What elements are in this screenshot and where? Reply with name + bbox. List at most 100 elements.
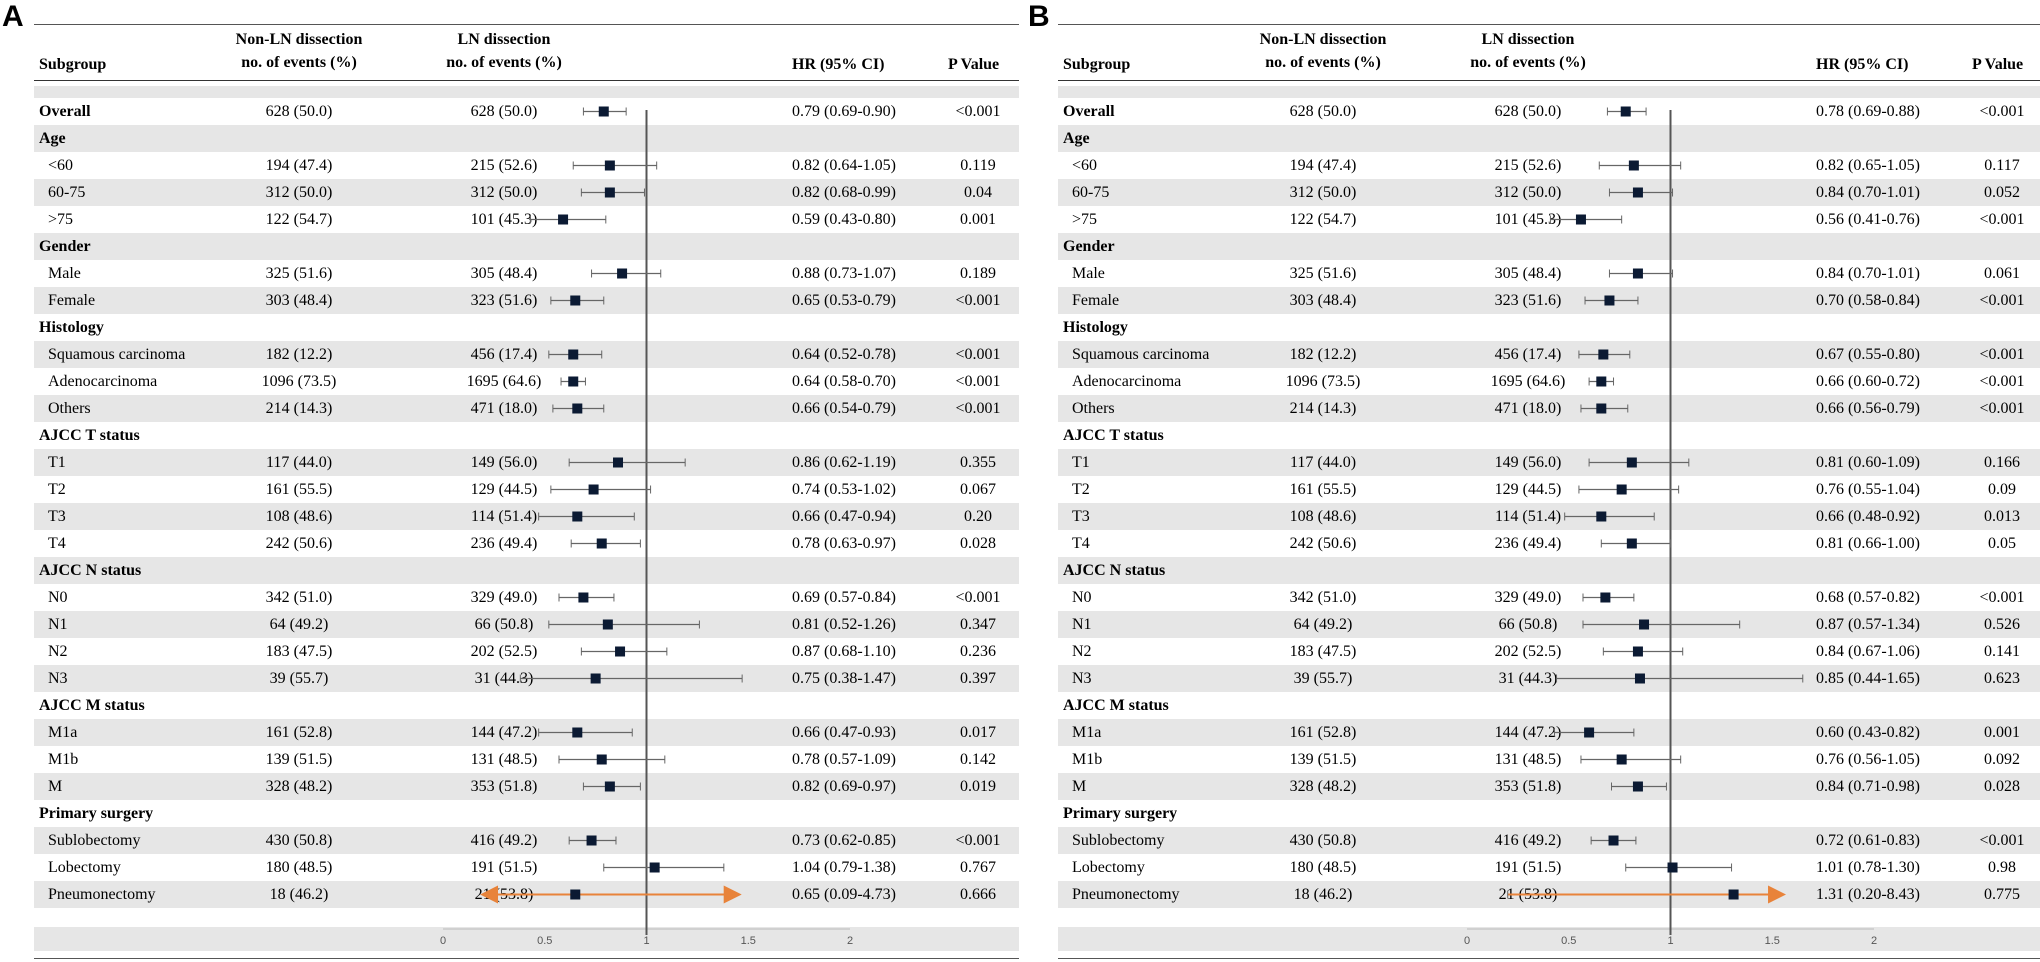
- p-value: 0.347: [960, 616, 996, 633]
- ln-events: 66 (50.8): [474, 616, 534, 633]
- header-subgroup: Subgroup: [1063, 56, 1131, 73]
- x-tick-label: 0: [1464, 935, 1470, 947]
- hr-ci-text: 0.87 (0.68-1.10): [792, 643, 896, 660]
- row-label: Overall: [1063, 103, 1115, 120]
- subgroup-row: Others 214 (14.3) 471 (18.0) 0.66 (0.56-0.7…: [1058, 395, 2040, 422]
- subgroup-row: >75 122 (54.7) 101 (45.3) 0.56 (0.41-0.76) <…: [1058, 206, 2040, 233]
- hr-ci-text: 0.66 (0.48-0.92): [1816, 508, 1920, 525]
- hr-ci-text: 0.66 (0.47-0.93): [792, 724, 896, 741]
- subgroup-row: Male 325 (51.6) 305 (48.4) 0.84 (0.70-1.01)…: [1058, 260, 2040, 287]
- row-label: AJCC T status: [1063, 427, 1164, 444]
- group-row: Overall 628 (50.0) 628 (50.0) 0.78 (0.69-0.…: [1058, 98, 2040, 125]
- header-hr: HR (95% CI): [1816, 56, 1909, 73]
- x-tick-label: 2: [847, 935, 853, 947]
- hr-ci-text: 0.78 (0.69-0.88): [1816, 103, 1920, 120]
- hr-point-marker: [570, 295, 581, 306]
- axis-band: [34, 927, 1019, 951]
- hr-point-marker: [1598, 349, 1609, 360]
- row-label: Lobectomy: [48, 859, 121, 876]
- p-value: 0.067: [960, 481, 996, 498]
- nonln-events: 312 (50.0): [265, 184, 333, 201]
- row-label: AJCC M status: [1063, 697, 1169, 714]
- row-label: M: [48, 778, 63, 795]
- row-label: Male: [48, 265, 81, 282]
- bottom-rule: [34, 958, 1019, 959]
- header-ln-line2: no. of events (%): [1470, 54, 1586, 71]
- row-label: M1b: [1072, 751, 1103, 768]
- hr-ci-text: 0.82 (0.65-1.05): [1816, 157, 1920, 174]
- subgroup-row: N0 342 (51.0) 329 (49.0) 0.68 (0.57-0.82) <0…: [1058, 584, 2040, 611]
- hr-ci-text: 0.67 (0.55-0.80): [1816, 346, 1920, 363]
- hr-point-marker: [568, 349, 579, 360]
- p-value: 0.189: [960, 265, 996, 282]
- nonln-events: 139 (51.5): [265, 751, 333, 768]
- group-row: AJCC N status: [1058, 557, 2040, 584]
- row-label: AJCC T status: [39, 427, 140, 444]
- forest-marks: 0 0.5 1 1.5 2: [1464, 106, 1877, 947]
- nonln-events: 64 (49.2): [1293, 616, 1353, 633]
- x-tick-label: 0.5: [1561, 935, 1576, 947]
- hr-ci-text: 0.66 (0.56-0.79): [1816, 400, 1920, 417]
- spacer-band: [34, 86, 1019, 98]
- header-rule: [1058, 80, 2040, 81]
- subgroup-row: T4 242 (50.6) 236 (49.4) 0.78 (0.63-0.97) 0.…: [34, 530, 1019, 557]
- nonln-events: 183 (47.5): [265, 643, 333, 660]
- subgroup-row: N3 39 (55.7) 31 (44.3) 0.85 (0.44-1.65) 0.62…: [1058, 665, 2040, 692]
- row-label: N2: [48, 643, 68, 660]
- nonln-events: 1096 (73.5): [1285, 373, 1361, 390]
- hr-ci-text: 0.70 (0.58-0.84): [1816, 292, 1920, 309]
- hr-point-marker: [572, 403, 583, 414]
- group-row: Gender: [1058, 233, 2040, 260]
- hr-ci-text: 0.84 (0.71-0.98): [1816, 778, 1920, 795]
- row-label: Primary surgery: [39, 805, 154, 822]
- p-value: 0.04: [964, 184, 992, 201]
- p-value: <0.001: [955, 292, 1001, 309]
- ln-events: 456 (17.4): [1494, 346, 1562, 363]
- hr-point-marker: [615, 646, 626, 657]
- header-subgroup: Subgroup: [39, 56, 107, 73]
- header-ln-line2: no. of events (%): [446, 54, 562, 71]
- spacer-band: [1058, 86, 2040, 98]
- hr-point-marker: [598, 106, 609, 117]
- row-label: M1a: [1072, 724, 1102, 741]
- hr-ci-text: 0.69 (0.57-0.84): [792, 589, 896, 606]
- p-value: 0.20: [964, 508, 992, 525]
- row-label: AJCC N status: [1063, 562, 1166, 579]
- p-value: 0.028: [960, 535, 996, 552]
- p-value: 0.119: [960, 157, 996, 174]
- hr-ci-text: 0.66 (0.60-0.72): [1816, 373, 1920, 390]
- x-tick-label: 1: [643, 935, 649, 947]
- row-label: N2: [1072, 643, 1092, 660]
- hr-ci-text: 0.84 (0.70-1.01): [1816, 265, 1920, 282]
- nonln-events: 214 (14.3): [1289, 400, 1357, 417]
- hr-point-marker: [1596, 511, 1607, 522]
- subgroup-row: Others 214 (14.3) 471 (18.0) 0.66 (0.54-0.7…: [34, 395, 1019, 422]
- p-value: 0.09: [1988, 481, 2016, 498]
- hr-ci-text: 0.75 (0.38-1.47): [792, 670, 896, 687]
- header-ln-line1: LN dissection: [457, 31, 551, 48]
- p-value: <0.001: [1979, 103, 2025, 120]
- nonln-events: 18 (46.2): [269, 886, 329, 903]
- hr-point-marker: [604, 160, 615, 171]
- hr-point-marker: [649, 862, 660, 873]
- nonln-events: 342 (51.0): [265, 589, 333, 606]
- ln-events: 191 (51.5): [1494, 859, 1562, 876]
- p-value: 0.141: [1984, 643, 2020, 660]
- row-label: Others: [1072, 400, 1115, 417]
- row-label: Age: [39, 130, 66, 147]
- subgroup-row: Sublobectomy 430 (50.8) 416 (49.2) 0.72 (0.…: [1058, 827, 2040, 854]
- row-label: Pneumonectomy: [48, 886, 156, 903]
- p-value: <0.001: [955, 103, 1001, 120]
- nonln-events: 242 (50.6): [1289, 535, 1357, 552]
- hr-ci-text: 0.76 (0.56-1.05): [1816, 751, 1920, 768]
- nonln-events: 328 (48.2): [265, 778, 333, 795]
- hr-point-marker: [1632, 646, 1643, 657]
- hr-ci-text: 0.60 (0.43-0.82): [1816, 724, 1920, 741]
- subgroup-row: >75 122 (54.7) 101 (45.3) 0.59 (0.43-0.80) 0…: [34, 206, 1019, 233]
- ln-events: 312 (50.0): [470, 184, 538, 201]
- subgroup-row: Lobectomy 180 (48.5) 191 (51.5) 1.01 (0.78-…: [1058, 854, 2040, 881]
- hr-ci-text: 0.56 (0.41-0.76): [1816, 211, 1920, 228]
- p-value: 0.397: [960, 670, 996, 687]
- subgroup-row: N0 342 (51.0) 329 (49.0) 0.69 (0.57-0.84) <0…: [34, 584, 1019, 611]
- hr-point-marker: [1604, 295, 1615, 306]
